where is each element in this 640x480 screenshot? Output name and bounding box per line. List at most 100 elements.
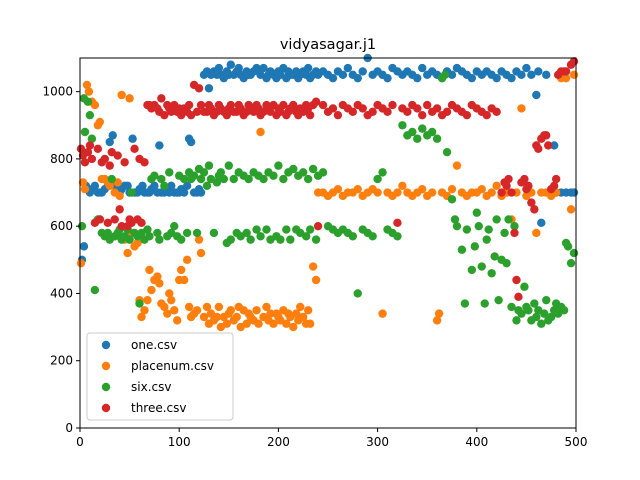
data-point: [87, 134, 97, 143]
data-point: [462, 225, 472, 234]
data-point: [214, 302, 224, 312]
data-point: [308, 164, 318, 174]
x-axis: 0 100 200 300 400 500: [76, 428, 587, 449]
data-point: [246, 235, 255, 244]
data-point: [179, 188, 189, 197]
y-tick-label: 1000: [42, 85, 73, 99]
data-point: [167, 107, 176, 117]
data-point: [492, 73, 501, 83]
data-point: [100, 154, 110, 164]
data-point: [544, 141, 553, 150]
data-point: [192, 107, 202, 117]
data-point: [534, 67, 543, 76]
data-point: [418, 124, 427, 133]
data-point: [179, 174, 189, 184]
data-point: [93, 144, 103, 154]
data-point: [447, 195, 457, 204]
data-point: [368, 232, 377, 241]
data-point: [318, 168, 328, 177]
data-point: [95, 215, 105, 224]
data-point: [256, 127, 265, 137]
data-point: [167, 295, 176, 305]
data-point: [502, 181, 511, 191]
data-point: [117, 90, 126, 100]
data-point: [242, 228, 251, 238]
data-point: [520, 174, 529, 184]
data-point: [259, 63, 268, 73]
data-point: [480, 299, 489, 308]
data-point: [532, 90, 541, 100]
data-point: [173, 316, 182, 325]
data-point: [403, 107, 412, 117]
data-point: [226, 235, 235, 244]
legend-label: placenum.csv: [131, 359, 214, 373]
data-point: [83, 97, 93, 106]
data-point: [418, 184, 427, 194]
data-point: [427, 188, 437, 197]
data-point: [85, 141, 95, 150]
data-point: [524, 181, 533, 191]
data-point: [138, 181, 147, 191]
data-point: [135, 299, 144, 308]
data-point: [452, 161, 462, 170]
x-tick-label: 500: [565, 435, 588, 449]
data-point: [226, 60, 235, 69]
data-point: [192, 228, 202, 238]
data-point: [286, 235, 295, 244]
data-point: [328, 73, 338, 83]
data-point: [510, 228, 519, 238]
legend-label: six.csv: [131, 380, 171, 394]
data-point: [266, 309, 275, 318]
data-point: [398, 121, 407, 130]
data-point: [423, 100, 432, 110]
data-point: [160, 110, 169, 120]
data-point: [517, 309, 526, 318]
data-point: [305, 319, 315, 328]
data-point: [542, 295, 551, 305]
data-point: [569, 70, 579, 80]
data-point: [353, 184, 362, 194]
data-point: [559, 306, 569, 315]
x-tick-label: 400: [465, 435, 488, 449]
data-point: [170, 306, 179, 315]
data-point: [530, 299, 539, 308]
data-point: [413, 134, 422, 143]
legend-box: [86, 332, 234, 421]
data-point: [549, 141, 559, 150]
data-point: [487, 188, 496, 197]
data-point: [83, 147, 93, 157]
data-point: [105, 161, 114, 170]
data-point: [534, 144, 543, 154]
data-point: [378, 168, 387, 177]
data-point: [517, 70, 526, 80]
data-point: [289, 100, 298, 110]
data-point: [413, 73, 422, 83]
data-point: [84, 87, 94, 96]
plot-frame: [79, 57, 577, 429]
data-point: [269, 171, 278, 180]
data-point: [153, 228, 162, 238]
data-point: [512, 316, 521, 325]
data-point: [170, 221, 179, 231]
data-point: [512, 275, 521, 285]
legend-marker: [101, 361, 111, 371]
data-point: [165, 168, 174, 177]
legend: one.csv placenum.csv six.csv three.csv: [86, 332, 234, 421]
data-point: [279, 174, 288, 184]
data-point: [87, 154, 97, 164]
data-point: [442, 107, 452, 117]
data-point: [153, 272, 162, 281]
data-point: [333, 184, 343, 194]
data-point: [393, 218, 402, 228]
data-point: [442, 147, 452, 157]
data-point: [242, 319, 251, 328]
data-point: [311, 275, 321, 285]
data-point: [282, 225, 291, 234]
x-tick-label: 300: [366, 435, 389, 449]
data-point: [477, 184, 486, 194]
data-point: [527, 198, 536, 207]
data-point: [470, 242, 480, 251]
data-point: [482, 110, 491, 120]
data-point: [204, 84, 214, 93]
data-point: [432, 316, 442, 325]
